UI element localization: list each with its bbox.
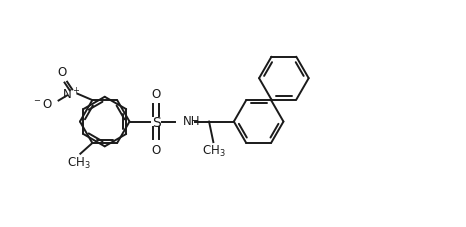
Text: $^-$O: $^-$O xyxy=(32,98,54,111)
Text: O: O xyxy=(151,143,161,156)
Text: S: S xyxy=(151,115,160,129)
Text: CH$_3$: CH$_3$ xyxy=(202,144,226,159)
Text: O: O xyxy=(151,88,161,101)
Text: O: O xyxy=(57,66,67,79)
Text: CH$_3$: CH$_3$ xyxy=(67,155,90,170)
Text: N$^+$: N$^+$ xyxy=(62,87,81,102)
Text: NH: NH xyxy=(183,115,200,128)
